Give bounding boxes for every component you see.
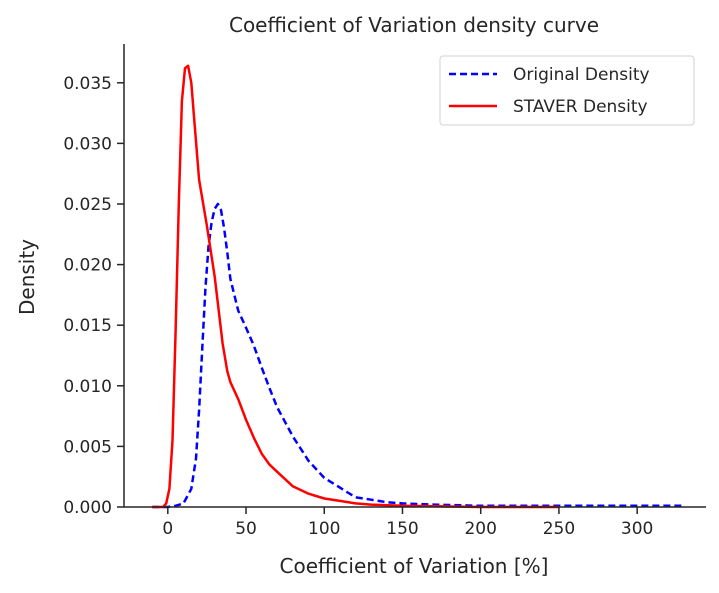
x-ticks: 0 50 100 150 200 250 300 — [162, 507, 653, 539]
chart-title: Coefficient of Variation density curve — [229, 13, 599, 37]
x-tick-label: 200 — [464, 519, 496, 539]
y-axis-label: Density — [15, 239, 39, 315]
series-line-staver-density — [152, 64, 559, 509]
x-tick-label: 150 — [386, 519, 418, 539]
legend-label-staver: STAVER Density — [513, 97, 648, 117]
legend-box — [439, 55, 695, 126]
legend: Original Density STAVER Density — [439, 55, 695, 126]
x-tick-label: 0 — [162, 519, 173, 539]
y-tick-label: 0.010 — [63, 377, 112, 397]
y-tick-label: 0.035 — [63, 74, 112, 94]
y-tick-label: 0.015 — [63, 316, 112, 336]
x-tick-label: 100 — [308, 519, 340, 539]
plot-area: 0 50 100 150 200 250 300 0.0000.0050.0100.0150… — [63, 44, 706, 539]
y-tick-label: 0.020 — [63, 256, 112, 276]
x-axis-label: Coefficient of Variation [%] — [280, 554, 549, 578]
y-tick-label: 0.025 — [63, 195, 112, 215]
series-layer — [152, 64, 685, 509]
y-tick-label: 0.005 — [63, 437, 112, 457]
y-tick-label: 0.000 — [63, 498, 112, 518]
x-tick-label: 250 — [543, 519, 575, 539]
legend-label-original: Original Density — [513, 65, 650, 85]
x-tick-label: 50 — [235, 519, 257, 539]
series-line-original-density — [152, 202, 685, 509]
y-ticks: 0.000 0.005 0.010 0.015 0.020 0.025 0.030 0.035 — [63, 74, 124, 518]
x-tick-label: 300 — [621, 519, 653, 539]
y-tick-label: 0.030 — [63, 134, 112, 154]
